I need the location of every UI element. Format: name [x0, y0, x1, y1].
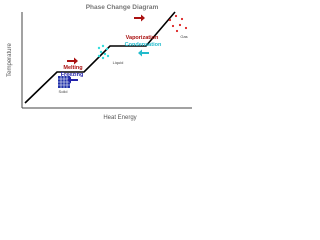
solid-label: Solid [59, 89, 68, 94]
page: {"title": "Phase Change Diagram", "axes"… [0, 0, 200, 123]
melting-label: Melting [63, 65, 82, 71]
melting-arrow [67, 57, 78, 65]
title: Phase Change Diagram [86, 4, 159, 11]
solid-particles [58, 76, 70, 88]
solid-grid-lines [58, 76, 70, 88]
gas-label: Gas [180, 34, 187, 39]
freezing-label: Freezing [61, 72, 84, 78]
heating-curve [24, 11, 176, 104]
vaporization-label: Vaporization [126, 35, 159, 41]
gas-particles [168, 14, 188, 33]
liquid-particles [97, 44, 110, 60]
condensation-label: Condensation [125, 42, 162, 48]
vaporization-arrow [134, 14, 145, 22]
liquid-label: Liquid [113, 60, 124, 65]
freezing-arrow [67, 76, 78, 84]
x-axis-label: Heat Energy [103, 115, 136, 121]
condensation-arrow [138, 49, 149, 57]
diagram: Phase Change Diagram Temperature Heat En… [7, 4, 192, 121]
y-axis-label: Temperature [7, 42, 13, 76]
